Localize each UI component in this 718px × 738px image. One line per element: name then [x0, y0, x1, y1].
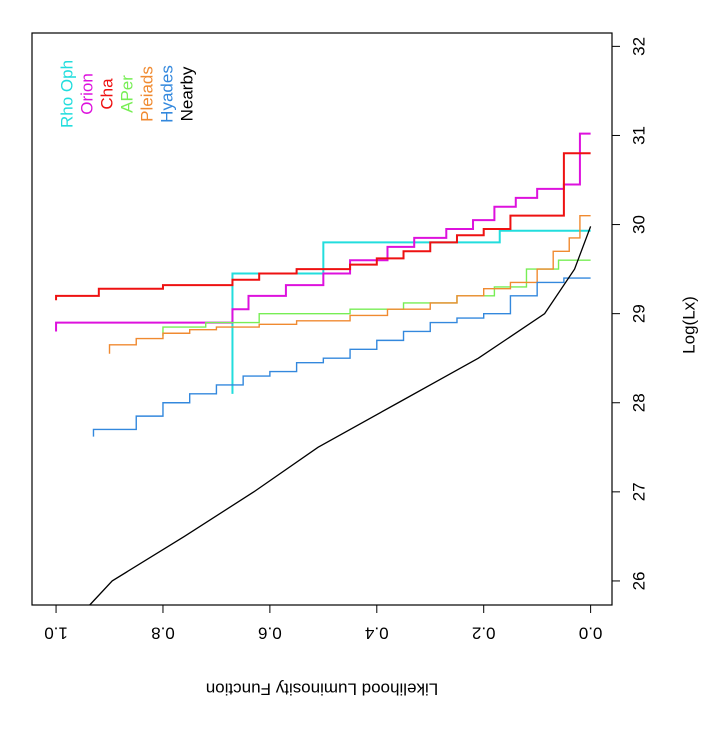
legend-entry: Hyades — [157, 65, 176, 123]
y-tick-label: 0.0 — [579, 624, 603, 643]
y-tick-label: 0.4 — [365, 624, 389, 643]
series-line — [108, 214, 591, 354]
x-tick-label: 32 — [629, 37, 648, 56]
x-tick-label: 29 — [629, 304, 648, 323]
y-tick-label: 0.8 — [151, 624, 175, 643]
x-tick-label: 27 — [629, 482, 648, 501]
series-line — [55, 152, 591, 301]
y-tick-label: 0.2 — [472, 624, 496, 643]
legend-entry: Rho Oph — [57, 60, 76, 128]
y-tick-label: 1.0 — [44, 624, 68, 643]
legend-entry: Orion — [77, 73, 96, 115]
y-tick-label: 0.6 — [258, 624, 282, 643]
legend-entry: APer — [117, 75, 136, 113]
x-tick-label: 26 — [629, 571, 648, 590]
series-line — [231, 229, 591, 394]
x-tick-label: 30 — [629, 215, 648, 234]
legend-entry: Pleiads — [137, 66, 156, 122]
x-axis-title: Log(Lx) — [679, 296, 698, 354]
series-line — [162, 259, 591, 336]
legend-entry: Cha — [97, 78, 116, 110]
x-tick-label: 28 — [629, 393, 648, 412]
plot-frame — [31, 32, 613, 606]
series-line — [92, 277, 591, 437]
series-line — [55, 132, 591, 332]
series-line — [89, 226, 592, 606]
x-tick-label: 31 — [629, 126, 648, 145]
legend-entry: Nearby — [177, 66, 196, 121]
y-axis-title: Likelihood Luminosity Function — [206, 680, 438, 699]
